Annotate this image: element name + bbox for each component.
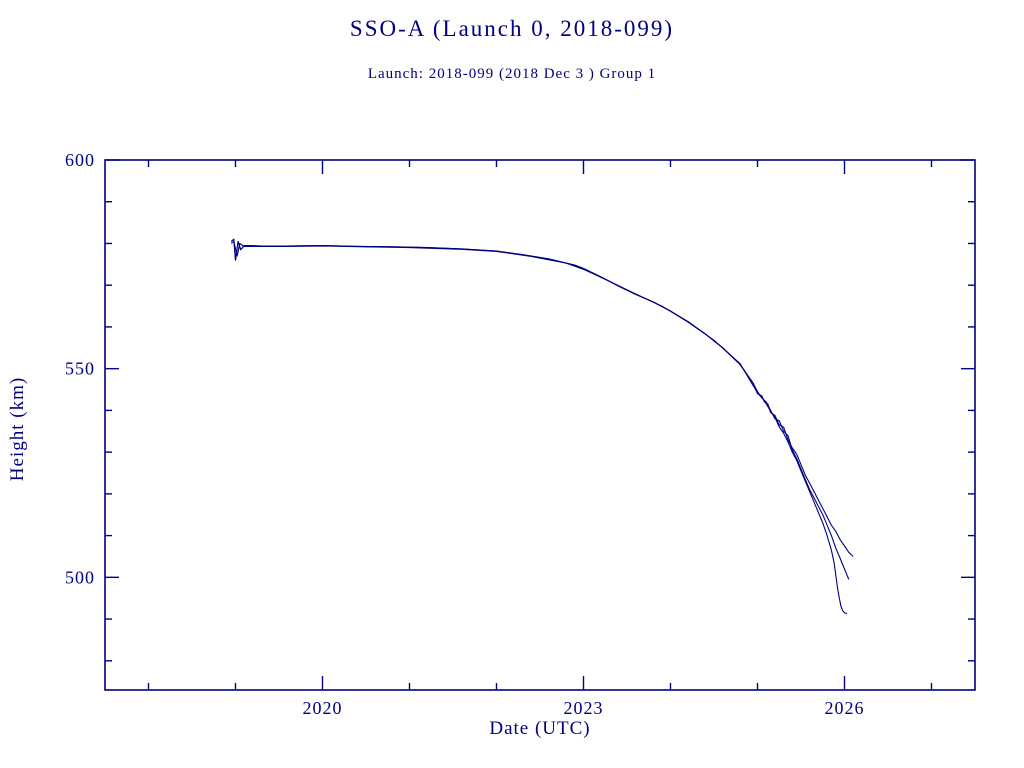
y-axis-label: Height (km) (7, 376, 28, 482)
y-tick-label: 500 (65, 567, 95, 587)
x-tick-label: 2023 (564, 698, 604, 718)
plot-frame (104, 159, 976, 691)
x-tick-label: 2020 (303, 698, 343, 718)
chart-title: SSO-A (Launch 0, 2018-099) (349, 16, 675, 41)
series-line-object-2 (230, 238, 850, 580)
x-axis-label: Date (UTC) (489, 718, 591, 739)
y-tick-label: 550 (65, 359, 95, 379)
y-tick-label: 600 (65, 150, 95, 170)
series-line-object-1 (230, 238, 854, 557)
series-line-object-3 (230, 240, 848, 615)
chart-subtitle: Launch: 2018-099 (2018 Dec 3 ) Group 1 (367, 66, 657, 82)
x-tick-label: 2026 (825, 698, 865, 718)
